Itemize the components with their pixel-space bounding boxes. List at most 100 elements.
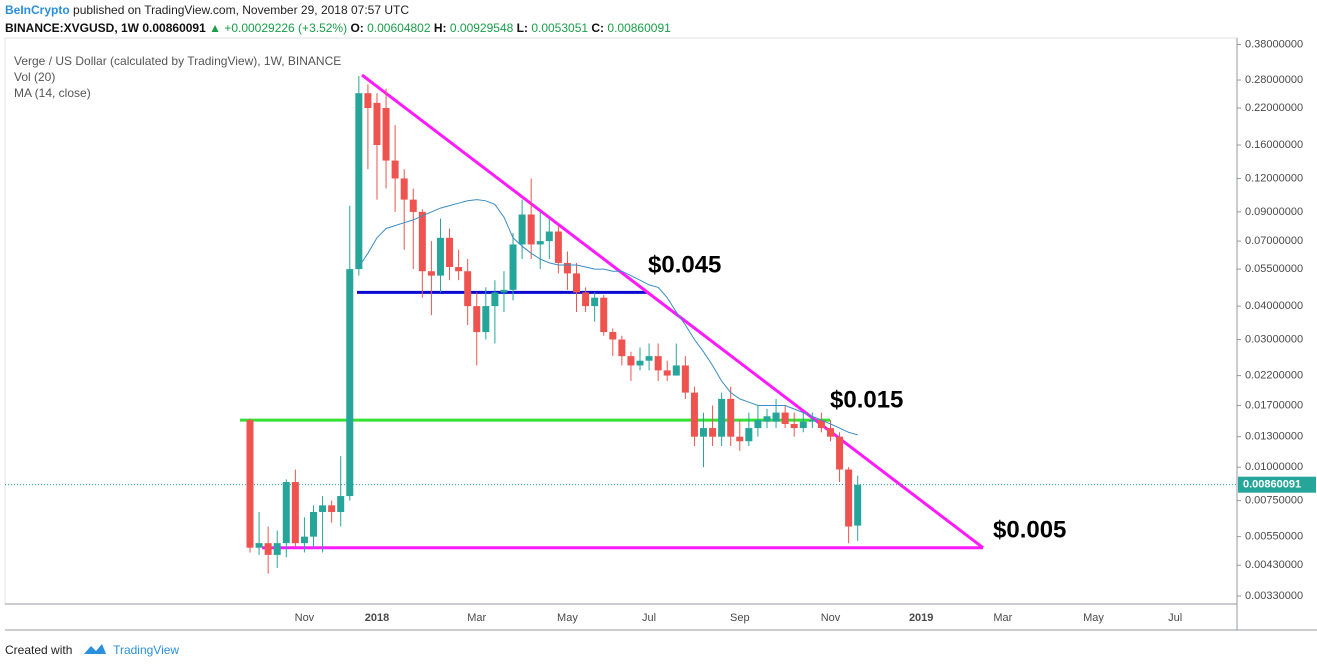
- candle-body: [418, 211, 426, 272]
- y-tick-label: 0.09000000: [1245, 206, 1303, 218]
- x-tick-label: Mar: [993, 612, 1012, 624]
- candle-body: [319, 505, 327, 512]
- candle-body: [436, 237, 444, 276]
- candle-body: [718, 398, 726, 437]
- change: ▲ +0.00029226 (+3.52%): [209, 21, 348, 35]
- level-label: $0.045: [648, 251, 721, 278]
- candle-body: [446, 237, 454, 268]
- candle-body: [328, 505, 336, 512]
- x-tick-label: Jul: [1168, 612, 1182, 624]
- x-tick-label: Nov: [821, 612, 841, 624]
- candle-body: [482, 306, 490, 333]
- candle-body: [636, 360, 644, 366]
- candle-body: [455, 267, 463, 272]
- ohlc-value: 0.00604802: [367, 21, 431, 35]
- candle-body: [491, 292, 499, 307]
- ma-line: [358, 199, 858, 436]
- candle-body: [808, 420, 816, 422]
- x-tick-label: Nov: [295, 612, 315, 624]
- candle-body: [763, 416, 771, 422]
- candle-body: [473, 306, 481, 333]
- last-price: 0.00860091: [142, 21, 206, 35]
- y-tick-label: 0.07000000: [1245, 235, 1303, 247]
- candle-body: [736, 436, 744, 442]
- candle-body: [291, 482, 299, 544]
- candle-body: [382, 108, 390, 161]
- ohlc-label: H:: [433, 21, 447, 35]
- candle-body: [346, 269, 354, 497]
- y-tick-label: 0.28000000: [1245, 74, 1303, 86]
- y-tick-label: 0.22000000: [1245, 102, 1303, 114]
- candle-body: [500, 289, 508, 293]
- x-tick-label: May: [557, 612, 578, 624]
- candle-body: [509, 244, 517, 290]
- published: published on TradingView.com, November 2…: [73, 3, 409, 17]
- x-tick-label: Jul: [642, 612, 656, 624]
- y-tick-label: 0.05500000: [1245, 263, 1303, 275]
- candle-body: [536, 241, 544, 245]
- y-tick-label: 0.02200000: [1245, 369, 1303, 381]
- candle-body: [309, 511, 317, 537]
- candle-body: [618, 339, 626, 357]
- ohlc-label: C:: [591, 21, 605, 35]
- candle-body: [246, 420, 254, 548]
- candle-body: [563, 262, 571, 274]
- y-tick-label: 0.00550000: [1245, 531, 1303, 543]
- candle-body: [264, 543, 272, 555]
- candle-body: [690, 392, 698, 437]
- candle-body: [781, 412, 789, 425]
- candle-body: [681, 365, 689, 393]
- candle-body: [400, 178, 408, 200]
- y-tick-label: 0.00330000: [1245, 590, 1303, 602]
- y-tick-label: 0.01700000: [1245, 399, 1303, 411]
- level-label: $0.015: [830, 386, 903, 413]
- x-tick-label: May: [1083, 612, 1104, 624]
- x-tick-label: Mar: [467, 612, 486, 624]
- candle-body: [854, 484, 862, 526]
- y-tick-label: 0.00750000: [1245, 495, 1303, 507]
- candle-body: [709, 428, 717, 437]
- level-label: $0.005: [993, 516, 1066, 543]
- x-tick-label: Sep: [730, 612, 750, 624]
- tv-logo: [83, 644, 106, 654]
- candle-body: [645, 356, 653, 361]
- symbol: BINANCE:XVGUSD, 1W: [5, 21, 140, 35]
- candle-body: [845, 469, 853, 527]
- candle-body: [582, 292, 590, 307]
- candle-body: [754, 420, 762, 429]
- candle-body: [826, 428, 834, 437]
- candle-body: [654, 356, 662, 371]
- candle-body: [282, 482, 290, 544]
- candle-body: [355, 93, 363, 270]
- candle-body: [409, 199, 417, 212]
- created-with: Created with: [5, 643, 73, 657]
- footer: Created with TradingView: [5, 640, 179, 657]
- tradingview-brand[interactable]: TradingView: [113, 643, 180, 657]
- y-tick-label: 0.12000000: [1245, 172, 1303, 184]
- y-tick-label: 0.01000000: [1245, 461, 1303, 473]
- y-tick-label: 0.00430000: [1245, 559, 1303, 571]
- candle-body: [427, 271, 435, 276]
- candle-body: [464, 271, 472, 307]
- candle-body: [609, 332, 617, 340]
- y-tick-label: 0.38000000: [1245, 38, 1303, 50]
- candle-body: [391, 160, 399, 179]
- ohlc-value: 0.0053051: [531, 21, 589, 35]
- ohlc-label: L:: [516, 21, 528, 35]
- chart: Verge / US Dollar (calculated by Trading…: [4, 37, 1317, 631]
- candle-body: [836, 436, 844, 470]
- ohlc-value: 0.00929548: [449, 21, 514, 35]
- y-tick-label: 0.16000000: [1245, 139, 1303, 151]
- candle-body: [627, 356, 635, 366]
- candle-body: [600, 297, 608, 333]
- candle-body: [364, 93, 372, 109]
- x-tick-label: 2018: [365, 612, 389, 624]
- candle-body: [727, 398, 735, 437]
- chart-title: Verge / US Dollar (calculated by Trading…: [14, 54, 341, 68]
- candle-body: [373, 102, 381, 146]
- last-price-label: 0.00860091: [1243, 479, 1301, 491]
- symbol-line: BINANCE:XVGUSD, 1W 0.00860091 ▲ +0.00029…: [5, 21, 671, 35]
- ohlc-value: 0.00860091: [607, 21, 671, 35]
- trend-line: [361, 73, 984, 549]
